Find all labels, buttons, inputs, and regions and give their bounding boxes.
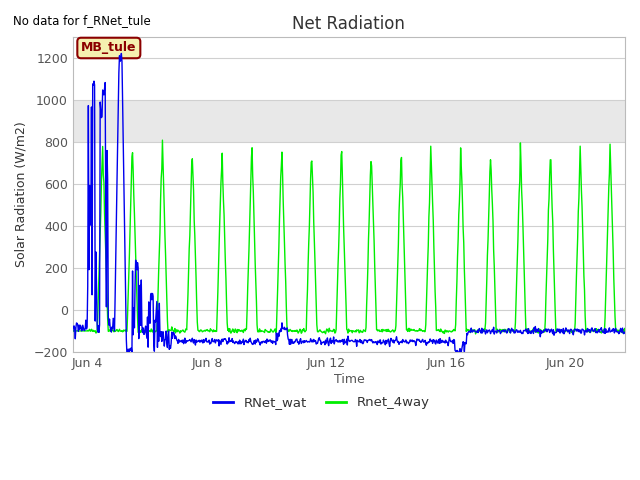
RNet_wat	[406, 339, 413, 345]
RNet_wat	[543, 329, 551, 335]
RNet_wat	[636, 325, 640, 331]
Rnet_4way	[427, 144, 435, 149]
Rnet_4way	[636, 146, 640, 152]
Rnet_4way	[268, 328, 276, 334]
RNet_wat	[125, 352, 132, 358]
Rnet_4way	[190, 217, 198, 223]
Text: MB_tule: MB_tule	[81, 41, 136, 55]
Rnet_4way	[159, 137, 166, 143]
Line: Rnet_4way: Rnet_4way	[73, 140, 640, 334]
Rnet_4way	[405, 325, 413, 331]
RNet_wat	[428, 338, 435, 344]
Rnet_4way	[543, 253, 551, 259]
RNet_wat	[118, 50, 125, 56]
Title: Net Radiation: Net Radiation	[292, 15, 405, 33]
RNet_wat	[69, 328, 77, 334]
X-axis label: Time: Time	[333, 372, 364, 385]
Legend: RNet_wat, Rnet_4way: RNet_wat, Rnet_4way	[207, 391, 435, 415]
RNet_wat	[191, 339, 198, 345]
RNet_wat	[334, 339, 342, 345]
Rnet_4way	[69, 328, 77, 334]
Line: RNet_wat: RNet_wat	[73, 53, 640, 355]
Rnet_4way	[333, 284, 341, 290]
Bar	[73, 100, 625, 142]
Rnet_4way	[472, 331, 479, 337]
Y-axis label: Solar Radiation (W/m2): Solar Radiation (W/m2)	[15, 122, 28, 267]
RNet_wat	[269, 340, 276, 346]
Text: No data for f_RNet_tule: No data for f_RNet_tule	[13, 14, 150, 27]
